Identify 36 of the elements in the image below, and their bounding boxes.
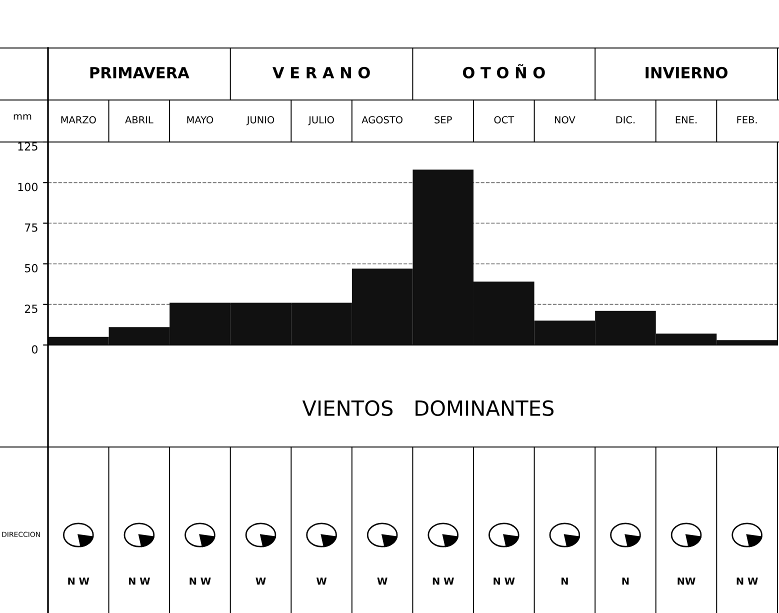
- x-tick-label: AGOSTO: [362, 116, 402, 124]
- text: N W: [736, 578, 758, 585]
- y-tick-label: 25: [24, 304, 38, 313]
- text: N W: [432, 578, 454, 585]
- text: N W: [68, 578, 90, 585]
- text: PRIMAVERA: [90, 67, 190, 78]
- y-tick-label: 0: [32, 345, 38, 354]
- text: W: [377, 578, 388, 585]
- x-tick-label: MAYO: [187, 116, 214, 124]
- y-tick-label: 125: [18, 142, 38, 151]
- text: VIENTOS DOMINANTES: [302, 400, 554, 416]
- y-axis-title: mm: [14, 114, 32, 120]
- text: O T O Ñ O: [462, 64, 545, 78]
- y-tick-label: 50: [24, 264, 38, 272]
- y-tick-label: 100: [18, 182, 38, 192]
- text: W: [316, 578, 327, 585]
- x-tick-label: ENE.: [676, 116, 697, 124]
- text: N W: [128, 578, 150, 585]
- x-tick-label: JULIO: [308, 116, 334, 126]
- text: N: [622, 578, 629, 585]
- text: INVIERNO: [646, 66, 728, 78]
- x-tick-label: ABRIL: [125, 116, 154, 124]
- x-tick-label: OCT: [494, 116, 514, 124]
- x-tick-label: DIC.: [616, 116, 635, 124]
- text: N: [562, 578, 568, 585]
- x-tick-label: MARZO: [61, 116, 96, 124]
- x-tick-label: NOV: [554, 116, 576, 124]
- text: N W: [494, 578, 515, 585]
- text: N W: [190, 578, 211, 585]
- text: V E R A N O: [272, 66, 370, 78]
- x-tick-label: FEB.: [737, 116, 757, 124]
- y-tick-label: 75: [25, 224, 38, 232]
- x-tick-label: JUNIO: [246, 116, 274, 126]
- text: NW: [678, 578, 696, 585]
- text: W: [256, 578, 266, 585]
- x-tick-label: SEP: [434, 116, 452, 124]
